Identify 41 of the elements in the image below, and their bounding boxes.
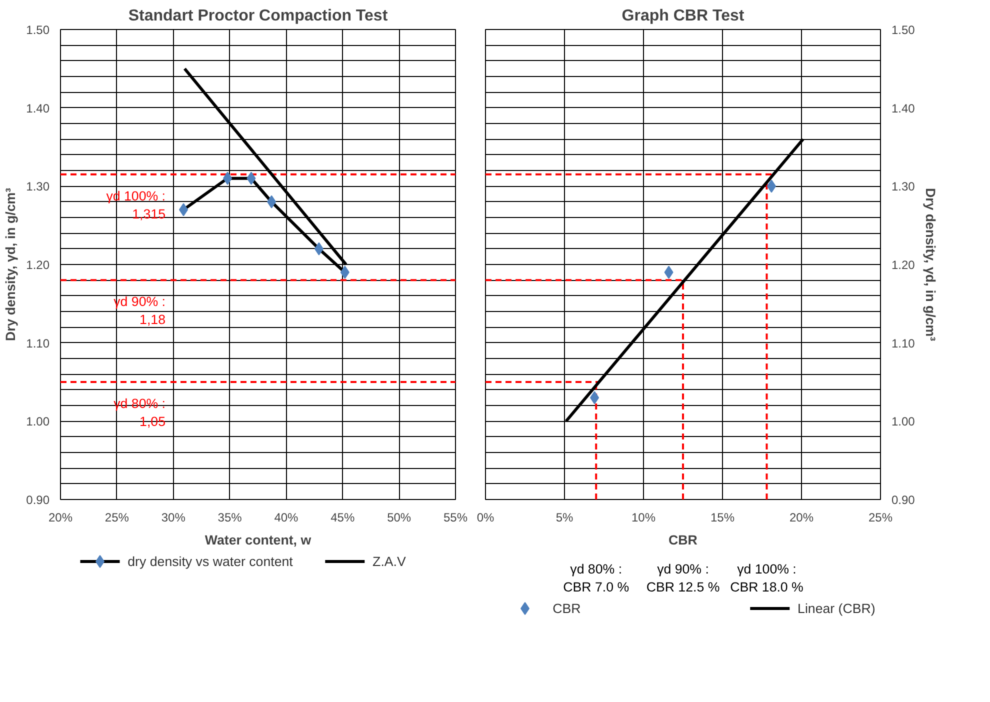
- x-tick-label: 10%: [631, 510, 656, 524]
- x-tick-label: 25%: [868, 510, 893, 524]
- x-tick-label: 20%: [789, 510, 814, 524]
- x-tick-label: 25%: [104, 510, 130, 524]
- y-axis-title: Dry density, γd, in g/cm³: [922, 188, 938, 342]
- x-tick-label: 15%: [710, 510, 735, 524]
- y-tick-label: 1.20: [26, 258, 50, 272]
- y-tick-label: 1.00: [26, 414, 50, 429]
- x-tick-label: 45%: [330, 510, 355, 524]
- legend-label: Linear (CBR): [798, 601, 876, 616]
- y-axis-title: Dry density, γd, in g/cm³: [3, 187, 18, 342]
- x-axis-title: CBR: [668, 532, 698, 548]
- chart-title: Standart Proctor Compaction Test: [128, 8, 388, 24]
- y-tick-label: 0.90: [892, 493, 916, 507]
- y-tick-label: 1.40: [26, 101, 50, 116]
- y-tick-label: 0.90: [26, 493, 50, 507]
- y-tick-label: 1.50: [892, 23, 916, 37]
- y-tick-label: 1.20: [892, 258, 916, 272]
- text: γd 100% : CBR 18.0 %: [730, 562, 804, 594]
- x-tick-label: 35%: [218, 510, 242, 524]
- y-tick-label: 1.00: [892, 414, 916, 429]
- x-axis-title: Water content, w: [204, 532, 312, 548]
- y-tick-label: 1.10: [26, 336, 50, 350]
- x-tick-label: 0%: [476, 510, 494, 524]
- y-tick-label: 1.30: [892, 180, 916, 194]
- x-tick-label: 55%: [443, 510, 468, 524]
- x-tick-label: 50%: [387, 510, 412, 524]
- legend-label: CBR: [552, 601, 581, 616]
- legend-label: Z.A.V: [372, 554, 406, 569]
- legend-label: dry density vs water content: [128, 554, 294, 569]
- y-tick-label: 1.50: [26, 23, 50, 37]
- y-tick-label: 1.40: [892, 101, 916, 116]
- text: γd 80% : CBR 7.0 %: [563, 562, 630, 594]
- x-tick-label: 5%: [556, 510, 574, 524]
- x-tick-label: 20%: [48, 510, 73, 524]
- y-tick-label: 1.30: [26, 180, 50, 194]
- y-tick-label: 1.10: [892, 336, 916, 350]
- chart-title: Graph CBR Test: [622, 8, 745, 24]
- x-tick-label: 30%: [161, 510, 186, 524]
- text: γd 90% : CBR 12.5 %: [646, 562, 720, 594]
- x-tick-label: 40%: [274, 510, 299, 524]
